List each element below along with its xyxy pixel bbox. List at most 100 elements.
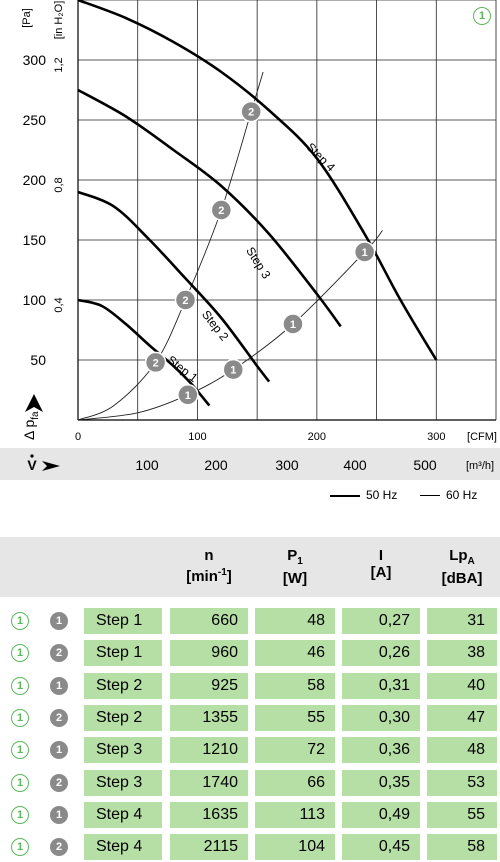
x-m3h-tick-label: 300: [275, 457, 299, 473]
cell-step: Step 3: [84, 769, 162, 796]
x-m3h-tick-label: 100: [135, 457, 159, 473]
cell-speed: 1210: [170, 737, 248, 764]
series-line-step-2: [77, 190, 271, 383]
x-axis-label: V: [27, 457, 37, 473]
operating-point-label: 1: [362, 247, 368, 259]
x-cfm-unit-label: [CFM]: [467, 431, 497, 443]
curve-badge: 1: [11, 838, 29, 857]
cell-sound-level: 55: [427, 801, 497, 828]
x-cfm-tick-label: 100: [188, 431, 206, 443]
x-m3h-unit-label: [m³/h]: [466, 460, 494, 472]
chart-badge: 1: [473, 7, 491, 25]
xaxis-band: [0, 448, 500, 480]
markers: 1 1 1 1 2 2 2 2: [144, 100, 376, 406]
table-row: 1 1 Step 1 660 48 0,27 31: [0, 606, 500, 636]
operating-point-marker: [210, 199, 233, 221]
cell-current: 0,30: [342, 704, 420, 731]
cell-power: 58: [255, 672, 335, 699]
y-tick-label: 200: [23, 172, 47, 188]
cell-power: 48: [255, 608, 335, 634]
x-m3h-tick-label: 500: [413, 457, 437, 473]
operating-point-badge: 1: [50, 612, 68, 630]
cell-current: 0,27: [342, 608, 420, 634]
curve-label-step-4: Step 4: [304, 140, 339, 175]
cell-current: 0,49: [342, 801, 420, 828]
y2-tick-label: 0,4: [53, 297, 65, 312]
cell-speed: 960: [170, 640, 248, 667]
header-p1: P1 [W]: [255, 547, 335, 587]
legend-line-50hz: [330, 494, 360, 497]
table-header: n [min-1] P1 [W] I [A] LpA [dBA]: [0, 537, 500, 597]
curve-badge: 1: [11, 708, 29, 727]
cell-current: 0,35: [342, 769, 420, 796]
system-curve-1: [77, 230, 383, 421]
cell-step: Step 3: [84, 737, 162, 764]
y-tick-label: 150: [23, 232, 47, 248]
operating-point-label: 2: [182, 295, 188, 307]
header-i-unit: [A]: [370, 564, 392, 581]
curve-badge: 1: [11, 612, 29, 630]
curve-badge: 1: [11, 644, 29, 663]
curve-badge: 1: [11, 773, 29, 792]
table-row: 1 2 Step 1 960 46 0,26 38: [0, 638, 500, 668]
operating-point-marker: [222, 358, 245, 381]
header-lpa: LpA [dBA]: [427, 547, 497, 587]
header-p1-sub: 1: [297, 556, 303, 567]
y2-tick-label: 0,8: [53, 177, 65, 192]
cell-step: Step 4: [84, 834, 162, 861]
table-row: 1 2 Step 2 1355 55 0,30 47: [0, 703, 500, 733]
x-axis-arrow-icon: [42, 461, 60, 471]
legend-50hz: 50 Hz: [330, 488, 397, 502]
header-n-name: n: [204, 547, 214, 564]
table-row: 1 1 Step 2 925 58 0,31 40: [0, 671, 500, 701]
cell-sound-level: 38: [427, 640, 497, 667]
y2-unit-label: [in H₂O]: [53, 1, 65, 40]
operating-point-label: 2: [153, 357, 159, 369]
header-n-unit: [min-1]: [186, 567, 232, 585]
cell-speed: 2115: [170, 834, 248, 861]
legend-line-60hz: [420, 495, 440, 497]
cell-sound-level: 53: [427, 769, 497, 796]
cell-sound-level: 58: [427, 834, 497, 861]
x-cfm-tick-label: 200: [308, 431, 326, 443]
cell-current: 0,31: [342, 672, 420, 699]
cell-sound-level: 40: [427, 672, 497, 699]
curve-label-step-1: Step 1: [164, 353, 200, 386]
table-row: 1 2 Step 3 1740 66 0,35 53: [0, 768, 500, 798]
x-axis-dot-icon: [30, 454, 34, 458]
cell-step: Step 4: [84, 801, 162, 828]
cell-speed: 660: [170, 608, 248, 634]
y-axis-label: Δ pfa: [21, 411, 41, 440]
x-cfm-tick-label: 300: [427, 431, 445, 443]
operating-point-marker: [240, 100, 262, 123]
operating-point-label: 1: [230, 365, 236, 377]
operating-point-marker: [174, 289, 197, 311]
cell-step: Step 1: [84, 608, 162, 634]
operating-point-badge: 1: [50, 805, 68, 824]
operating-point-badge: 1: [50, 741, 68, 760]
y-axis-label-main: Δ p: [21, 420, 37, 440]
header-p1-unit: [W]: [282, 570, 308, 587]
curve-label-step-3: Step 3: [243, 244, 273, 281]
cell-power: 55: [255, 704, 335, 731]
header-i-name: I: [378, 547, 384, 564]
cell-speed: 925: [170, 672, 248, 699]
header-lpa-sub: A: [467, 556, 475, 567]
operating-point-badge: 2: [50, 644, 68, 663]
table-row: 1 2 Step 4 2115 104 0,45 58: [0, 832, 500, 862]
y-tick-label: 250: [23, 112, 47, 128]
y-unit-label: [Pa]: [21, 8, 33, 28]
x-cfm-tick-label: 0: [75, 431, 81, 443]
table-row: 1 1 Step 4 1635 113 0,49 55: [0, 800, 500, 830]
operating-point-badge: 2: [50, 773, 68, 792]
cell-step: Step 1: [84, 640, 162, 667]
operating-point-label: 1: [290, 319, 296, 331]
series-line-step-3: [77, 88, 342, 328]
cell-step: Step 2: [84, 672, 162, 699]
cell-sound-level: 48: [427, 737, 497, 764]
cell-speed: 1355: [170, 704, 248, 731]
cell-sound-level: 31: [427, 608, 497, 634]
cell-power: 66: [255, 769, 335, 796]
